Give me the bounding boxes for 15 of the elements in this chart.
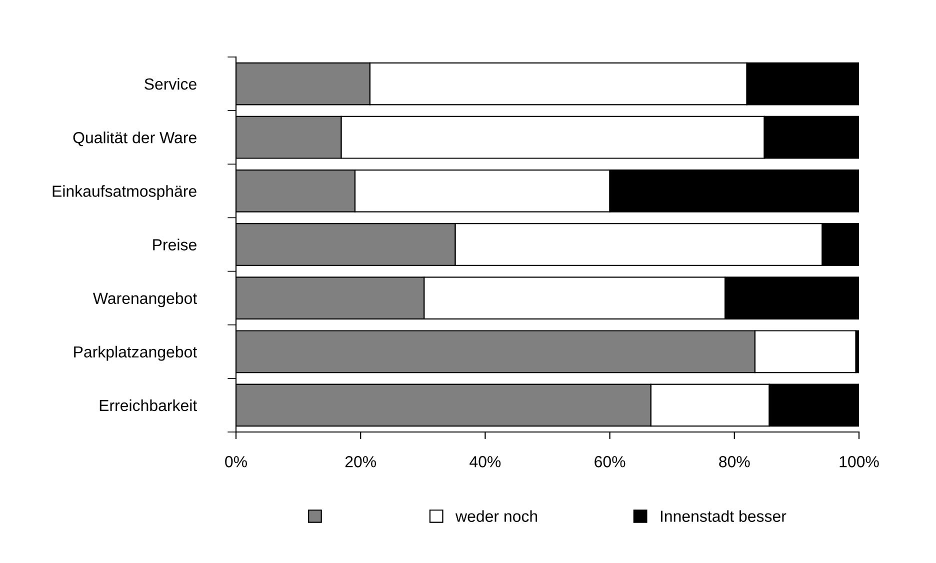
y-tick-label: Erreichbarkeit	[100, 399, 197, 412]
y-tick-label: Preise	[153, 238, 196, 250]
legend-label: weder noch	[455, 510, 538, 522]
x-tick-label: 40%	[470, 456, 501, 468]
y-tick-label: Qualität der Ware	[73, 132, 196, 146]
y-tick-label: Warenangebot	[93, 292, 197, 308]
y-tick-label: Service	[144, 78, 196, 90]
x-tick-label: 20%	[345, 456, 376, 468]
x-tick-label: 100%	[840, 456, 879, 468]
x-tick-label: 80%	[719, 456, 750, 468]
y-tick-label: Einkaufsatmosphäre	[52, 185, 196, 200]
y-tick-label: Parkplatzangebot	[74, 346, 197, 361]
x-tick-label: 0%	[225, 456, 247, 468]
x-tick-label: 60%	[594, 456, 626, 468]
legend-label: Innenstadt besser	[660, 510, 786, 522]
